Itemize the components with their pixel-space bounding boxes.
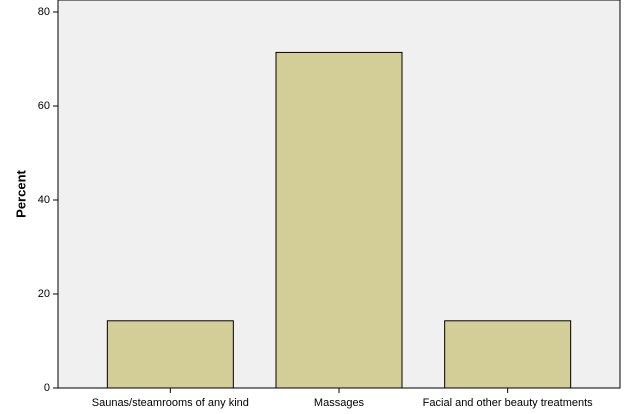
bar: [275, 51, 403, 389]
y-tick-label: 40: [38, 194, 50, 206]
y-tick-label: 80: [38, 6, 50, 18]
bar: [106, 320, 234, 389]
y-tick-label: 60: [38, 100, 50, 112]
x-tick-label: Saunas/steamrooms of any kind: [92, 397, 249, 409]
x-tick-label: Massages: [314, 397, 365, 409]
y-axis-label: Percent: [13, 169, 28, 217]
y-tick-label: 0: [44, 382, 50, 394]
y-tick-label: 20: [38, 288, 50, 300]
x-tick-label: Facial and other beauty treatments: [423, 397, 593, 409]
bar: [444, 320, 572, 389]
